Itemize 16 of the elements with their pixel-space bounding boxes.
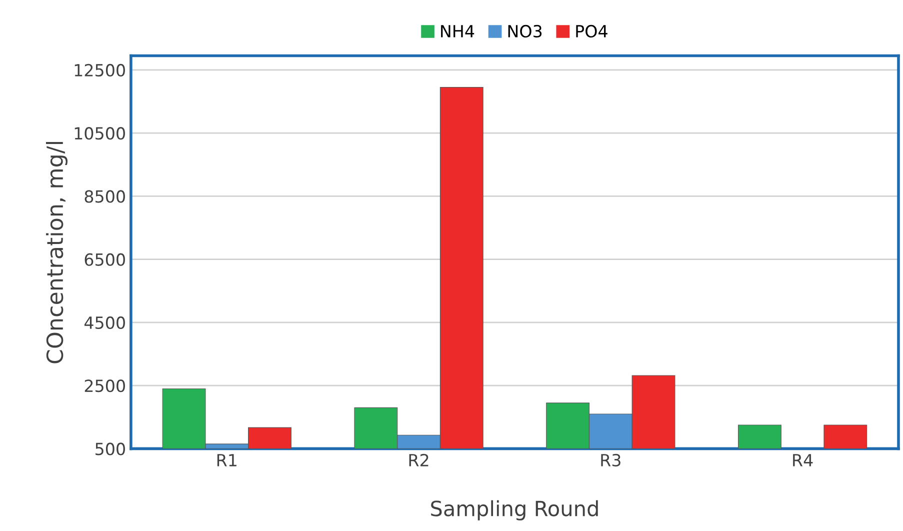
legend-label: NO3 [508,24,542,38]
x-tick-label: R1 [217,454,236,466]
legend-label: PO4 [576,24,608,38]
y-tick-label: 10500 [74,127,125,140]
y-axis-title: COncentration, mg/l [46,142,68,364]
legend-label: NH4 [441,25,474,38]
y-tick-label: 6500 [84,253,125,266]
x-axis-title: Sampling Round [431,500,598,520]
x-tick-label: R3 [601,454,620,466]
y-tick-label: 4500 [84,316,125,330]
x-tick-label: R2 [409,454,428,466]
x-tick-label: R4 [793,454,813,466]
y-tick-label: 12500 [74,64,125,77]
y-tick-label: 8500 [84,190,125,203]
y-tick-label: 2500 [84,380,125,392]
y-tick-label: 500 [96,442,125,456]
